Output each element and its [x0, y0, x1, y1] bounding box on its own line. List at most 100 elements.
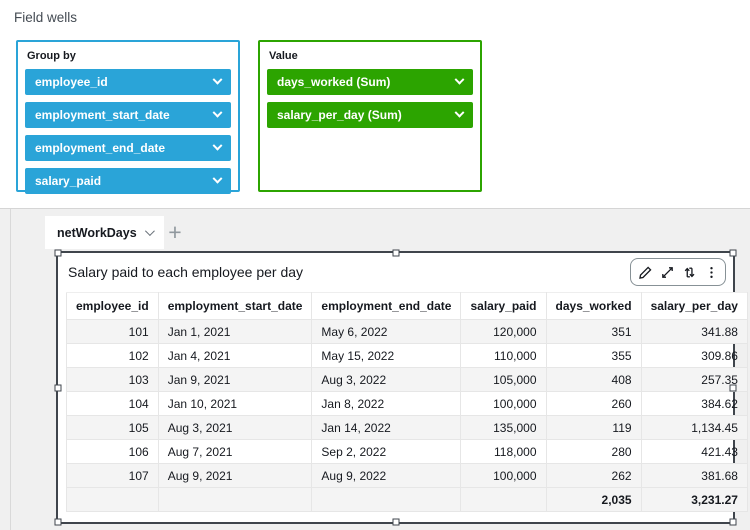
cell[interactable]: Aug 7, 2021 — [157, 439, 313, 464]
cell[interactable]: 105,000 — [460, 367, 547, 392]
total-cell-days-worked: 2,035 — [545, 487, 642, 512]
value-well: Value days_worked (Sum) salary_per_day (… — [258, 40, 482, 192]
cell[interactable]: 118,000 — [460, 439, 547, 464]
chevron-down-icon — [454, 74, 465, 85]
cell[interactable]: 106 — [66, 439, 159, 464]
resize-handle-top-middle[interactable] — [392, 249, 399, 257]
cell[interactable]: May 6, 2022 — [311, 319, 462, 344]
cell[interactable]: 103 — [66, 367, 159, 392]
chevron-down-icon — [212, 107, 223, 118]
resize-handle-top-left[interactable] — [54, 249, 62, 257]
chevron-down-icon — [212, 173, 223, 184]
table-row: 105 Aug 3, 2021 Jan 14, 2022 135,000 119… — [66, 415, 748, 440]
chevron-down-icon — [212, 74, 223, 85]
cell[interactable]: 280 — [545, 439, 642, 464]
resize-handle-middle-left[interactable] — [54, 384, 62, 391]
tab-networkdays[interactable]: netWorkDays — [45, 216, 164, 249]
resize-handle-top-right[interactable] — [729, 249, 737, 257]
resize-handle-bottom-middle[interactable] — [392, 518, 399, 526]
resize-handle-middle-right[interactable] — [729, 384, 737, 391]
cell[interactable]: Jan 9, 2021 — [157, 367, 313, 392]
cell[interactable]: 120,000 — [460, 319, 547, 344]
table-row: 106 Aug 7, 2021 Sep 2, 2022 118,000 280 … — [66, 439, 748, 464]
cell[interactable]: Jan 1, 2021 — [157, 319, 313, 344]
swap-arrows-icon[interactable] — [680, 261, 698, 283]
table-row: 104 Jan 10, 2021 Jan 8, 2022 100,000 260… — [66, 391, 748, 416]
total-cell — [66, 487, 159, 512]
cell[interactable]: 355 — [545, 343, 642, 368]
chevron-down-icon — [454, 107, 465, 118]
table-row: 107 Aug 9, 2021 Aug 9, 2022 100,000 262 … — [66, 463, 748, 488]
maximize-icon[interactable] — [658, 261, 676, 283]
cell[interactable]: 100,000 — [460, 391, 547, 416]
cell[interactable]: 262 — [545, 463, 642, 488]
cell[interactable]: 104 — [66, 391, 159, 416]
total-cell — [157, 487, 313, 512]
data-table: employee_id employment_start_date employ… — [66, 292, 748, 512]
cell[interactable]: 309.86 — [640, 343, 748, 368]
cell[interactable]: 341.88 — [640, 319, 748, 344]
cell[interactable]: Sep 2, 2022 — [311, 439, 462, 464]
cell[interactable]: Jan 8, 2022 — [311, 391, 462, 416]
table-total-row: 2,035 3,231.27 — [66, 487, 748, 512]
total-cell — [460, 487, 547, 512]
column-header-employee-id[interactable]: employee_id — [66, 292, 159, 320]
add-sheet-button[interactable]: + — [168, 218, 182, 245]
cell[interactable]: Jan 14, 2022 — [311, 415, 462, 440]
cell[interactable]: 260 — [545, 391, 642, 416]
group-by-label: Group by — [27, 50, 76, 62]
resize-handle-bottom-left[interactable] — [54, 518, 62, 526]
cell[interactable]: Jan 4, 2021 — [157, 343, 313, 368]
field-pill-employment-start-date[interactable]: employment_start_date — [25, 102, 231, 128]
cell[interactable]: Aug 9, 2021 — [157, 463, 313, 488]
cell[interactable]: 110,000 — [460, 343, 547, 368]
edit-pencil-icon[interactable] — [636, 261, 654, 283]
value-label: Value — [269, 50, 298, 62]
cell[interactable]: 107 — [66, 463, 159, 488]
visual-title[interactable]: Salary paid to each employee per day — [68, 264, 304, 280]
cell[interactable]: Aug 3, 2022 — [311, 367, 462, 392]
total-cell — [311, 487, 462, 512]
cell[interactable]: Aug 3, 2021 — [157, 415, 313, 440]
field-pill-salary-per-day-sum[interactable]: salary_per_day (Sum) — [267, 102, 473, 128]
cell[interactable]: 135,000 — [460, 415, 547, 440]
cell[interactable]: Jan 10, 2021 — [157, 391, 313, 416]
total-cell-salary-per-day: 3,231.27 — [640, 487, 748, 512]
table-header-row: employee_id employment_start_date employ… — [66, 292, 748, 320]
chevron-down-icon — [144, 226, 155, 237]
cell[interactable]: Aug 9, 2022 — [311, 463, 462, 488]
cell[interactable]: 421.43 — [640, 439, 748, 464]
field-pill-salary-paid[interactable]: salary_paid — [25, 168, 231, 194]
field-pill-employee-id[interactable]: employee_id — [25, 69, 231, 95]
cell[interactable]: 101 — [66, 319, 159, 344]
cell[interactable]: May 15, 2022 — [311, 343, 462, 368]
cell[interactable]: 105 — [66, 415, 159, 440]
cell[interactable]: 381.68 — [640, 463, 748, 488]
column-header-salary-paid[interactable]: salary_paid — [460, 292, 547, 320]
table-row: 102 Jan 4, 2021 May 15, 2022 110,000 355… — [66, 343, 748, 368]
table-visual[interactable]: Salary paid to each employee per day emp… — [54, 249, 748, 526]
kebab-menu-icon[interactable] — [702, 261, 720, 283]
field-pill-employment-end-date[interactable]: employment_end_date — [25, 135, 231, 161]
column-header-salary-per-day[interactable]: salary_per_day — [640, 292, 748, 320]
group-by-well: Group by employee_id employment_start_da… — [16, 40, 240, 194]
field-wells-title: Field wells — [14, 10, 78, 25]
chevron-down-icon — [212, 140, 223, 151]
cell[interactable]: 100,000 — [460, 463, 547, 488]
cell[interactable]: 384.62 — [640, 391, 748, 416]
panel-divider — [0, 208, 750, 209]
cell[interactable]: 102 — [66, 343, 159, 368]
column-header-employment-end-date[interactable]: employment_end_date — [311, 292, 462, 320]
cell[interactable]: 119 — [545, 415, 642, 440]
resize-handle-bottom-right[interactable] — [729, 518, 737, 526]
cell[interactable]: 1,134.45 — [640, 415, 748, 440]
visual-toolbar — [630, 258, 726, 286]
column-header-employment-start-date[interactable]: employment_start_date — [157, 292, 313, 320]
table-row: 103 Jan 9, 2021 Aug 3, 2022 105,000 408 … — [66, 367, 748, 392]
field-pill-days-worked-sum[interactable]: days_worked (Sum) — [267, 69, 473, 95]
workspace-left-rail — [10, 209, 11, 530]
cell[interactable]: 351 — [545, 319, 642, 344]
column-header-days-worked[interactable]: days_worked — [545, 292, 642, 320]
cell[interactable]: 408 — [545, 367, 642, 392]
